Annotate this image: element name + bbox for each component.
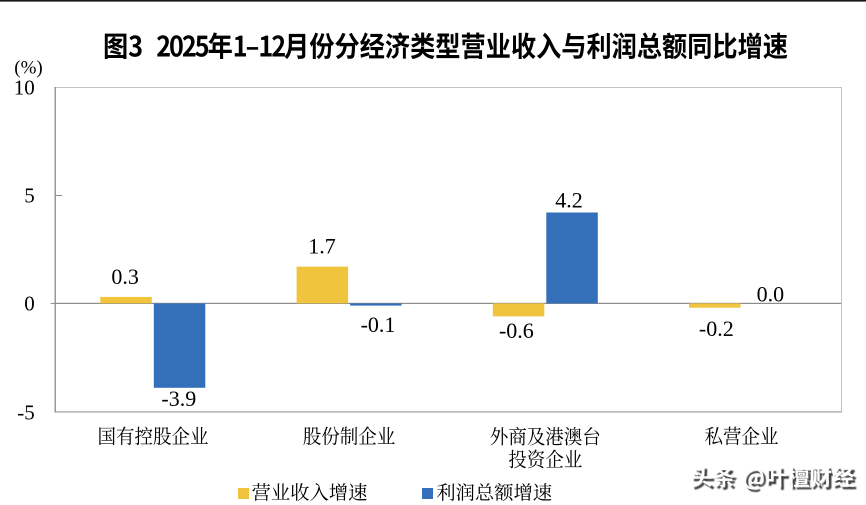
svg-text:-3.9: -3.9 [161,386,196,411]
svg-text:-0.1: -0.1 [361,312,396,337]
svg-text:-5: -5 [17,401,35,425]
svg-text:1.7: 1.7 [308,234,336,259]
svg-text:4.2: 4.2 [555,187,583,212]
svg-text:0.3: 0.3 [111,264,139,289]
svg-text:(%): (%) [14,58,42,79]
svg-text:10: 10 [14,75,35,99]
svg-text:-0.6: -0.6 [499,318,534,343]
svg-text:5: 5 [24,183,35,207]
svg-text:0.0: 0.0 [757,282,785,307]
svg-text:-0.2: -0.2 [699,316,734,341]
svg-text:0: 0 [24,291,35,315]
